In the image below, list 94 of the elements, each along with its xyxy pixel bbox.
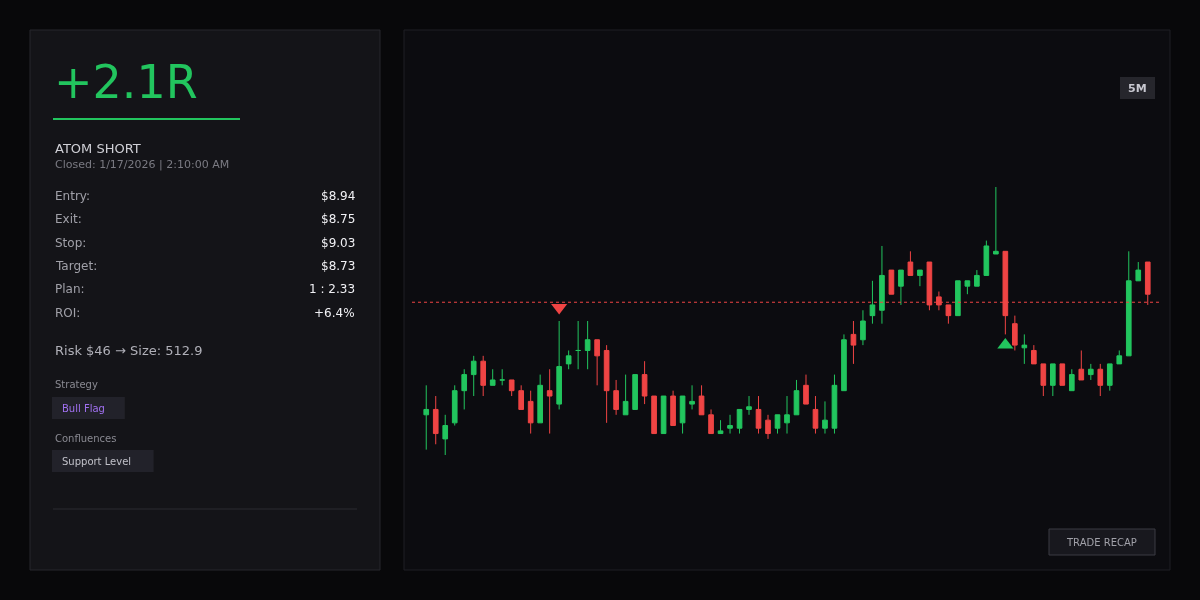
candlestick [860,309,866,346]
candlestick [641,360,648,405]
candlestick [423,384,430,451]
candlestick [556,320,562,410]
text: 5M [1128,82,1147,95]
text: Closed: 1/17/2026 | 2:10:00 AM [55,158,230,171]
candlestick [651,395,657,435]
text: Entry: [55,189,91,203]
candlestick [480,355,487,397]
candlestick [746,395,752,416]
candlestick [518,384,524,410]
candlestick [1021,333,1028,365]
candlestick [584,320,591,370]
text: ATOM SHORT [55,141,141,156]
candlestick [765,414,771,440]
text: +2.1R [54,55,198,109]
candlestick [1050,363,1056,397]
candlestick [983,240,990,276]
text: ROI: [55,306,81,320]
candlestick [499,368,506,386]
candlestick [1040,363,1047,397]
candlestick [689,384,695,410]
candlestick [1031,344,1037,365]
text: +6.4% [314,306,355,320]
candlestick [622,374,629,416]
candlestick [508,379,515,397]
candlestick [917,269,923,287]
candlestick [841,333,847,392]
candlestick [1135,261,1142,282]
text: $8.94 [321,189,356,203]
candlestick [698,384,705,416]
candlestick [850,320,857,365]
candlestick [1059,363,1066,386]
candlestick [974,269,980,287]
candlestick [822,400,828,435]
candlestick [565,349,572,370]
candlestick [736,408,743,435]
text: Support Level [62,456,132,467]
candlestick [1068,368,1075,392]
candlestick [546,368,553,435]
candlestick [727,414,733,435]
candlestick [1125,250,1132,357]
candlestick [489,368,496,386]
text: $9.03 [321,236,356,250]
candlestick [1097,363,1104,397]
text: Strategy [55,379,98,390]
text: Target: [55,259,98,273]
candlestick [717,419,724,435]
candlestick [670,390,676,427]
candlestick [774,414,781,435]
candlestick [451,384,458,427]
candlestick [879,245,885,325]
candlestick [537,374,543,424]
text: $8.73 [321,259,356,273]
candlestick [594,339,600,386]
text: 1 : 2.33 [309,282,356,296]
candlestick [831,374,838,435]
text: Risk $46 → Size: 512.9 [55,343,203,358]
candlestick [442,414,449,456]
candlestick [1012,315,1018,351]
candlestick [708,408,714,435]
candlestick [679,395,686,435]
candlestick [955,280,961,317]
text: Plan: [55,282,85,296]
candlestick [755,395,762,435]
candlestick [964,280,971,295]
candlestick [803,374,809,405]
candlestick [613,379,619,416]
text: Confluences [55,433,117,444]
candlestick [470,355,477,397]
text: Exit: [55,212,82,226]
candlestick [898,269,904,306]
candlestick [1087,363,1094,381]
candlestick [888,269,895,295]
candlestick [793,379,800,416]
candlestick [1106,363,1113,392]
candlestick [784,395,790,435]
candlestick [993,186,999,255]
candlestick [869,280,876,325]
candlestick [461,368,468,410]
text: Bull Flag [62,403,105,414]
text: $8.75 [321,212,356,226]
candlestick [632,374,638,410]
candlestick [432,395,439,445]
candlestick [1078,349,1085,381]
candlestick [527,390,534,435]
text: Stop: [55,236,87,250]
candlestick [575,320,581,370]
candlestick [907,250,914,276]
candlestick [1116,349,1123,365]
text: TRADE RECAP [1066,537,1137,548]
candlestick [660,395,667,435]
candlestick [812,395,819,435]
candlestick [603,344,610,424]
